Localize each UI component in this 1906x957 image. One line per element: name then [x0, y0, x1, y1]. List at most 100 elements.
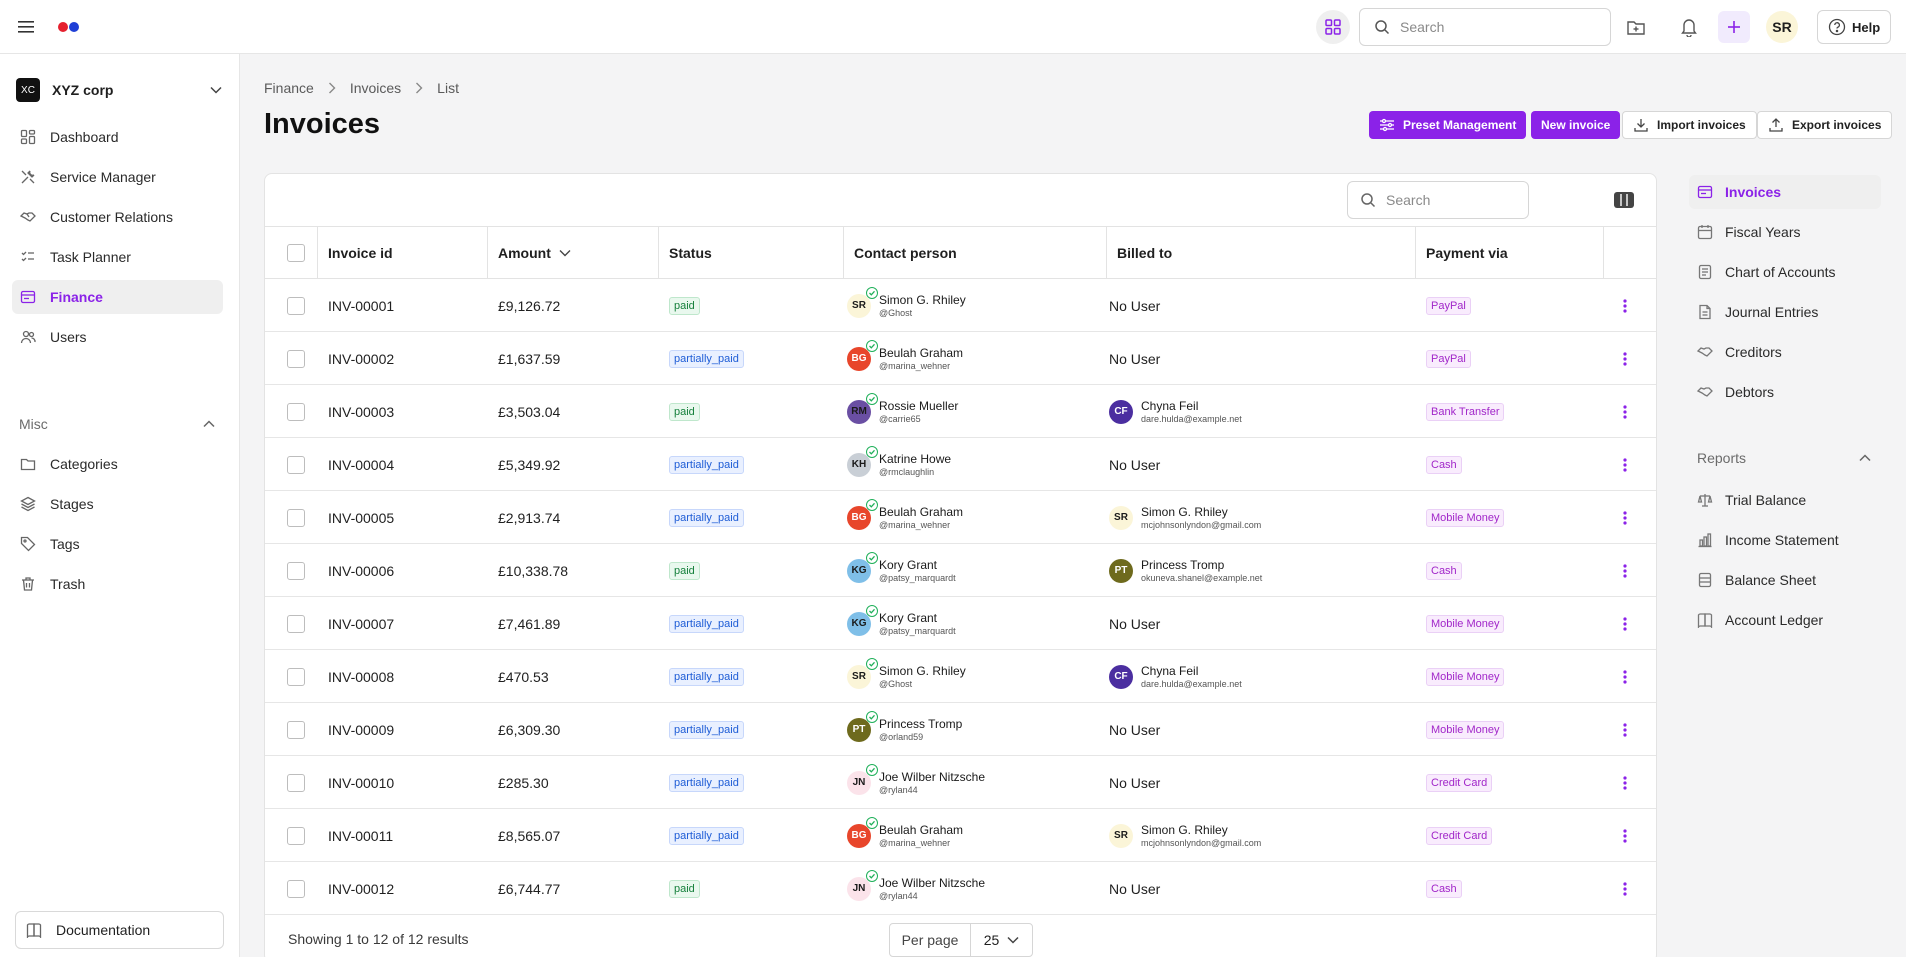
finance-nav-chart-of-accounts[interactable]: Chart of Accounts	[1689, 255, 1881, 289]
company-switcher[interactable]: XC XYZ corp	[16, 74, 222, 106]
new-invoice-button[interactable]: New invoice	[1531, 111, 1621, 139]
invoice-id[interactable]: INV-00008	[328, 668, 395, 685]
sidebar-item-service-manager[interactable]: Service Manager	[12, 160, 223, 194]
sidebar-item-task-planner[interactable]: Task Planner	[12, 240, 223, 274]
table-row[interactable]: INV-00006 £10,338.78 paid KG Kory Grant @pats…	[265, 544, 1656, 597]
contact-person[interactable]: KG Kory Grant @patsy_marquardt	[847, 604, 956, 637]
row-checkbox[interactable]	[287, 508, 305, 527]
finance-nav-invoices[interactable]: Invoices	[1689, 175, 1881, 209]
more-vertical-icon[interactable]	[1615, 455, 1635, 475]
billed-person[interactable]: SR Simon G. Rhiley mcjohnsonlyndon@gmail.c…	[1109, 505, 1261, 531]
row-checkbox[interactable]	[287, 826, 305, 845]
menu-icon[interactable]	[16, 18, 36, 36]
report-income-statement[interactable]: Income Statement	[1689, 523, 1881, 557]
more-vertical-icon[interactable]	[1615, 296, 1635, 316]
sidebar-item-users[interactable]: Users	[12, 320, 223, 354]
sidebar-item-trash[interactable]: Trash	[12, 567, 223, 601]
row-checkbox[interactable]	[287, 455, 305, 474]
finance-nav-debtors[interactable]: Debtors	[1689, 375, 1881, 409]
sidebar-item-customer-relations[interactable]: Customer Relations	[12, 200, 223, 234]
more-vertical-icon[interactable]	[1615, 508, 1635, 528]
row-checkbox[interactable]	[287, 561, 305, 580]
report-account-ledger[interactable]: Account Ledger	[1689, 603, 1881, 637]
contact-person[interactable]: RM Rossie Mueller @carrie65	[847, 392, 958, 425]
contact-person[interactable]: PT Princess Tromp @orland59	[847, 710, 962, 743]
contact-person[interactable]: KH Katrine Howe @rmclaughlin	[847, 445, 951, 478]
invoice-id[interactable]: INV-00012	[328, 880, 395, 897]
table-search-input[interactable]	[1386, 192, 1516, 208]
contact-person[interactable]: JN Joe Wilber Nitzsche @rylan44	[847, 869, 985, 902]
sidebar-item-tags[interactable]: Tags	[12, 527, 223, 561]
table-search[interactable]	[1347, 181, 1529, 219]
sidebar-item-stages[interactable]: Stages	[12, 487, 223, 521]
invoice-id[interactable]: INV-00009	[328, 721, 395, 738]
row-checkbox[interactable]	[287, 402, 305, 421]
table-row[interactable]: INV-00007 £7,461.89 partially_paid KG Kory G…	[265, 597, 1656, 650]
invoice-id[interactable]: INV-00001	[328, 297, 395, 314]
more-vertical-icon[interactable]	[1615, 349, 1635, 369]
table-row[interactable]: INV-00003 £3,503.04 paid RM Rossie Mueller @c…	[265, 385, 1656, 438]
sidebar-item-dashboard[interactable]: Dashboard	[12, 120, 223, 154]
billed-person[interactable]: SR Simon G. Rhiley mcjohnsonlyndon@gmail.c…	[1109, 823, 1261, 849]
bell-icon[interactable]	[1677, 15, 1701, 39]
row-checkbox[interactable]	[287, 879, 305, 898]
more-vertical-icon[interactable]	[1615, 826, 1635, 846]
folder-add-icon[interactable]	[1624, 15, 1648, 39]
select-all-checkbox[interactable]	[287, 243, 305, 262]
column-status[interactable]: Status	[659, 227, 844, 278]
finance-nav-creditors[interactable]: Creditors	[1689, 335, 1881, 369]
more-vertical-icon[interactable]	[1615, 561, 1635, 581]
user-avatar[interactable]: SR	[1766, 11, 1798, 43]
apps-grid-icon[interactable]	[1316, 10, 1350, 44]
table-row[interactable]: INV-00001 £9,126.72 paid SR Simon G. Rhiley @…	[265, 279, 1656, 332]
import-invoices-button[interactable]: Import invoices	[1622, 111, 1757, 139]
invoice-id[interactable]: INV-00005	[328, 509, 395, 526]
table-row[interactable]: INV-00011 £8,565.07 partially_paid BG Beulah…	[265, 809, 1656, 862]
table-row[interactable]: INV-00002 £1,637.59 partially_paid BG Beulah…	[265, 332, 1656, 385]
invoice-id[interactable]: INV-00007	[328, 615, 395, 632]
finance-nav-fiscal-years[interactable]: Fiscal Years	[1689, 215, 1881, 249]
billed-person[interactable]: PT Princess Tromp okuneva.shanel@example.n…	[1109, 558, 1262, 584]
preset-management-button[interactable]: Preset Management	[1369, 111, 1527, 139]
row-checkbox[interactable]	[287, 349, 305, 368]
invoice-id[interactable]: INV-00006	[328, 562, 395, 579]
sidebar-item-categories[interactable]: Categories	[12, 447, 223, 481]
table-row[interactable]: INV-00012 £6,744.77 paid JN Joe Wilber Nitzs…	[265, 862, 1656, 915]
table-row[interactable]: INV-00010 £285.30 partially_paid JN Joe Wilb…	[265, 756, 1656, 809]
row-checkbox[interactable]	[287, 720, 305, 739]
column-payment-via[interactable]: Payment via	[1416, 227, 1604, 278]
per-page-dropdown[interactable]: 25	[971, 924, 1032, 956]
more-vertical-icon[interactable]	[1615, 667, 1635, 687]
export-invoices-button[interactable]: Export invoices	[1757, 111, 1893, 139]
row-checkbox[interactable]	[287, 667, 305, 686]
invoice-id[interactable]: INV-00004	[328, 456, 395, 473]
column-billed-to[interactable]: Billed to	[1107, 227, 1416, 278]
report-trial-balance[interactable]: Trial Balance	[1689, 483, 1881, 517]
report-balance-sheet[interactable]: Balance Sheet	[1689, 563, 1881, 597]
invoice-id[interactable]: INV-00011	[328, 827, 394, 844]
column-amount[interactable]: Amount	[488, 227, 659, 278]
misc-section-toggle[interactable]: Misc	[19, 414, 215, 434]
table-row[interactable]: INV-00008 £470.53 partially_paid SR Simon G.…	[265, 650, 1656, 703]
per-page-select[interactable]: Per page 25	[889, 923, 1033, 957]
contact-person[interactable]: BG Beulah Graham @marina_wehner	[847, 816, 963, 849]
row-checkbox[interactable]	[287, 614, 305, 633]
documentation-button[interactable]: Documentation	[15, 911, 224, 949]
contact-person[interactable]: SR Simon G. Rhiley @Ghost	[847, 657, 966, 690]
column-contact-person[interactable]: Contact person	[844, 227, 1107, 278]
sidebar-item-finance[interactable]: Finance	[12, 280, 223, 314]
reports-section-toggle[interactable]: Reports	[1697, 448, 1871, 468]
contact-person[interactable]: SR Simon G. Rhiley @Ghost	[847, 286, 966, 319]
more-vertical-icon[interactable]	[1615, 879, 1635, 899]
table-row[interactable]: INV-00004 £5,349.92 partially_paid KH Katrin…	[265, 438, 1656, 491]
contact-person[interactable]: KG Kory Grant @patsy_marquardt	[847, 551, 956, 584]
finance-nav-journal-entries[interactable]: Journal Entries	[1689, 295, 1881, 329]
global-search[interactable]	[1359, 8, 1611, 46]
invoice-id[interactable]: INV-00010	[328, 774, 395, 791]
contact-person[interactable]: BG Beulah Graham @marina_wehner	[847, 498, 963, 531]
global-search-input[interactable]	[1400, 19, 1580, 35]
breadcrumb-finance[interactable]: Finance	[264, 80, 314, 96]
more-vertical-icon[interactable]	[1615, 402, 1635, 422]
invoice-id[interactable]: INV-00003	[328, 403, 395, 420]
contact-person[interactable]: BG Beulah Graham @marina_wehner	[847, 339, 963, 372]
